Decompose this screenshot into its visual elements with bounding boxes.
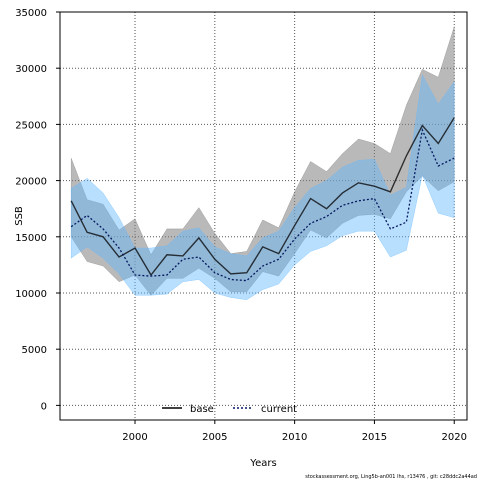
x-tick-label: 2015	[362, 432, 387, 443]
y-axis-title: SSB	[14, 206, 25, 226]
series-lines	[70, 117, 455, 282]
y-tick-label: 0	[41, 401, 47, 412]
x-axis-ticks: 2000 2005 2010 2015 2020	[122, 420, 467, 443]
legend-label-base: base	[190, 404, 214, 415]
y-tick-label: 5000	[22, 345, 47, 356]
y-tick-label: 20000	[15, 177, 47, 188]
confidence-bands	[70, 26, 455, 300]
series-line-base	[70, 117, 455, 277]
legend: base current	[162, 404, 297, 415]
series-line-current	[70, 127, 455, 282]
plot-frame	[59, 11, 468, 421]
y-tick-label: 25000	[15, 120, 47, 131]
x-tick-label: 2005	[202, 432, 227, 443]
x-tick-label: 2000	[122, 432, 147, 443]
y-tick-label: 15000	[15, 233, 47, 244]
x-axis-title: Years	[249, 458, 276, 469]
footnote: stockassessment.org, Ling5b-an001 lhs, r…	[305, 474, 477, 480]
x-tick-label: 2010	[282, 432, 307, 443]
y-tick-label: 10000	[15, 289, 47, 300]
y-axis-ticks: 0 5000 10000 15000 20000 25000 30000 35000	[15, 8, 60, 412]
x-tick-label: 2020	[442, 432, 467, 443]
legend-label-current: current	[261, 404, 297, 415]
y-tick-label: 30000	[15, 64, 47, 75]
y-tick-label: 35000	[15, 8, 47, 19]
